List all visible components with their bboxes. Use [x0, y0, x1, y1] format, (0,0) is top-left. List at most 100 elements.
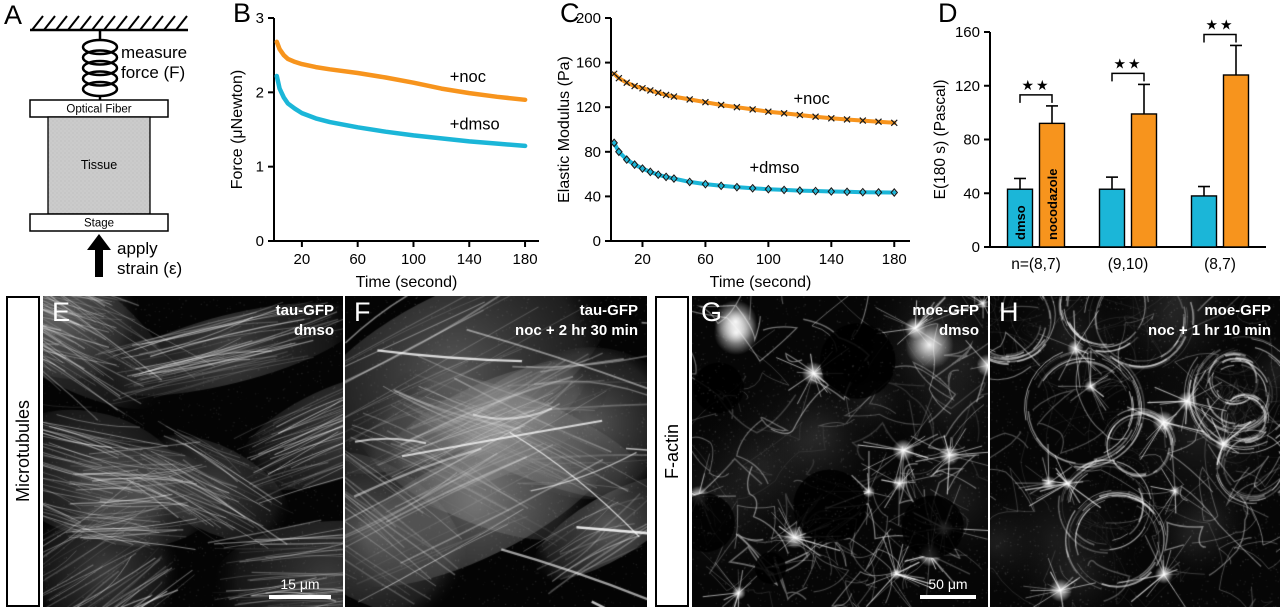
measure-force-label-line2: force (F): [121, 63, 185, 82]
bar-series-label-dmso: dmso: [1013, 205, 1028, 240]
marker-x-icon: [827, 114, 835, 122]
micrograph-image-h: [990, 296, 1280, 607]
panel-label-d: D: [938, 0, 958, 28]
caption-line: tau-GFP: [579, 302, 638, 319]
x-tick-label: 180: [882, 251, 907, 268]
modulus-line-chart: 0 40 80 120 160 200 20 60 100 140 180 Time (second)…: [556, 10, 910, 291]
x-tick-label: 20: [634, 251, 651, 268]
panel-label-a: A: [4, 0, 22, 30]
y-tick-label: 40: [963, 185, 980, 202]
panel-a-apparatus: A measure force (F) Optical Fiber Tissue…: [0, 0, 228, 296]
marker-x-icon: [615, 74, 623, 82]
marker-x-icon: [670, 93, 678, 101]
scale-bar-line: [269, 595, 331, 599]
marker-diamond-icon: [858, 187, 867, 197]
marker-diamond-icon: [654, 170, 663, 180]
significance-bracket: [1203, 33, 1237, 43]
marker-diamond-icon: [890, 188, 899, 197]
axes: [610, 18, 910, 242]
marker-diamond-icon: [701, 179, 710, 189]
apply-strain-label-line2: strain (ε): [117, 259, 182, 278]
row-label-f-actin: F-actin: [655, 296, 689, 607]
marker-diamond-icon: [610, 138, 618, 148]
marker-diamond-icon: [685, 177, 694, 187]
y-tick-label: 200: [576, 10, 601, 27]
y-tick-label: 1: [256, 159, 264, 176]
scale-bar-g: 50 μm: [920, 576, 976, 599]
y-tick-label: 160: [955, 24, 980, 41]
strain-arrow-icon: [87, 234, 111, 277]
apparatus-diagram: A measure force (F) Optical Fiber Tissue…: [4, 0, 188, 278]
marker-x-icon: [859, 117, 867, 125]
marker-x-icon: [623, 79, 631, 87]
modulus-bar-chart: 0 40 80 120 160 E(180 s) (Pascal) ★★ n=(8,7) dms…: [932, 16, 1266, 273]
bar-nocodazole: [1222, 74, 1250, 248]
y-tick-label: 120: [955, 78, 980, 95]
series-label-noc: +noc: [450, 68, 486, 86]
marker-x-icon: [631, 82, 639, 90]
marker-x-icon: [749, 106, 757, 113]
y-tick-label: 3: [256, 10, 264, 27]
micrograph-caption-e: tau-GFP dmso: [276, 301, 334, 340]
panel-label-h: H: [999, 297, 1019, 327]
marker-x-icon: [780, 109, 788, 117]
marker-diamond-icon: [717, 181, 725, 191]
scale-bar-e: 15 μm: [269, 576, 331, 599]
significance-stars: ★★: [1113, 55, 1142, 71]
marker-diamond-icon: [615, 147, 623, 157]
significance-bracket: [1111, 72, 1145, 82]
marker-diamond-icon: [670, 174, 678, 184]
caption-line: dmso: [938, 321, 979, 339]
bar-dmso: [1190, 195, 1218, 248]
marker-diamond-icon: [827, 187, 836, 196]
measure-force-label-line1: measure: [121, 43, 187, 62]
x-tick-label: 60: [697, 251, 714, 268]
scale-bar-label: 50 μm: [928, 576, 968, 592]
marker-x-icon: [843, 116, 851, 123]
series-line-noc: [274, 39, 528, 103]
significance-stars: ★★: [1021, 77, 1050, 93]
marker-x-icon: [646, 87, 654, 94]
y-tick-label: 120: [576, 99, 601, 116]
marker-diamond-icon: [622, 155, 631, 165]
series-line-noc: [612, 71, 897, 125]
scale-bar-line: [920, 595, 976, 599]
panel-c-modulus-chart: C 0 40 80 120 160 200 20 60 100 140 180 Time (secon…: [555, 0, 930, 296]
marker-x-icon: [717, 101, 725, 109]
apply-strain-label-line1: apply: [117, 239, 158, 258]
y-axis-label: Elastic Modulus (Pa): [556, 56, 573, 203]
y-tick-label: 40: [584, 188, 601, 205]
panel-label-b: B: [233, 0, 252, 28]
y-axis-label: Force (μNewton): [229, 70, 246, 189]
marker-x-icon: [875, 118, 882, 126]
stage-label: Stage: [84, 218, 114, 230]
x-tick-label: 140: [457, 251, 482, 268]
y-tick-label: 80: [584, 144, 601, 161]
y-tick-label: 80: [963, 132, 980, 149]
marker-diamond-icon: [874, 187, 883, 197]
x-axis-label: Time (second): [710, 274, 812, 291]
panel-label-f: F: [354, 297, 371, 327]
x-tick-label: 100: [756, 251, 781, 268]
category-label: n=(8,7): [1011, 256, 1061, 273]
marker-x-icon: [662, 91, 670, 99]
micrograph-image-e: [43, 296, 343, 607]
significance-bracket: [1019, 94, 1053, 103]
x-tick-label: 140: [819, 251, 844, 268]
caption-line: dmso: [293, 321, 334, 339]
panel-label-c: C: [560, 0, 580, 28]
spring-icon: [81, 30, 119, 100]
marker-x-icon: [639, 84, 646, 92]
micrograph-image-g: [692, 296, 988, 607]
marker-diamond-icon: [638, 164, 647, 173]
tissue-box: [47, 116, 151, 215]
series-label-dmso: +dmso: [450, 116, 500, 134]
category-label: (9,10): [1108, 256, 1149, 273]
marker-x-icon: [796, 111, 804, 119]
marker-diamond-icon: [796, 186, 804, 196]
scale-bar-label: 15 μm: [280, 576, 320, 592]
micrograph-row: Microtubules E tau-GFP dmso 15 μm F tau-…: [0, 296, 1280, 607]
f-actin-label: F-actin: [661, 423, 682, 479]
y-tick-label: 0: [256, 233, 264, 250]
